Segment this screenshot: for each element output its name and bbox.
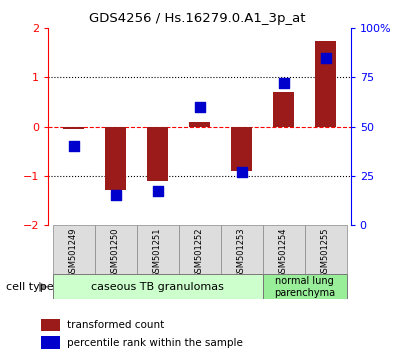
Point <box>238 169 245 175</box>
Bar <box>52 274 262 299</box>
Point <box>196 104 203 110</box>
Bar <box>262 225 304 274</box>
Text: GSM501250: GSM501250 <box>111 227 120 278</box>
Text: normal lung
parenchyma: normal lung parenchyma <box>274 276 335 298</box>
Text: GSM501249: GSM501249 <box>69 227 78 278</box>
Point <box>154 189 161 194</box>
Bar <box>42 319 60 331</box>
Text: GDS4256 / Hs.16279.0.A1_3p_at: GDS4256 / Hs.16279.0.A1_3p_at <box>89 12 306 25</box>
Point <box>280 80 287 86</box>
Point <box>112 193 119 198</box>
Bar <box>94 225 136 274</box>
Bar <box>273 92 294 126</box>
Bar <box>231 126 252 171</box>
Point <box>322 55 329 61</box>
Bar <box>105 126 126 190</box>
Text: GSM501253: GSM501253 <box>237 227 246 278</box>
Text: GSM501252: GSM501252 <box>195 227 204 278</box>
Text: percentile rank within the sample: percentile rank within the sample <box>67 338 243 348</box>
Bar <box>52 225 94 274</box>
Bar <box>262 274 346 299</box>
Text: transformed count: transformed count <box>67 320 165 330</box>
Point <box>70 143 77 149</box>
Bar <box>136 225 178 274</box>
Text: GSM501255: GSM501255 <box>321 227 330 278</box>
Bar <box>189 122 210 126</box>
Bar <box>304 225 346 274</box>
Text: caseous TB granulomas: caseous TB granulomas <box>91 282 224 292</box>
Bar <box>178 225 220 274</box>
Bar <box>315 41 336 126</box>
Bar <box>220 225 262 274</box>
Bar <box>147 126 168 181</box>
Bar <box>63 126 84 129</box>
Text: cell type: cell type <box>6 282 54 292</box>
Text: GSM501254: GSM501254 <box>279 227 288 278</box>
Bar <box>42 336 60 349</box>
Text: GSM501251: GSM501251 <box>153 227 162 278</box>
Polygon shape <box>39 281 48 292</box>
